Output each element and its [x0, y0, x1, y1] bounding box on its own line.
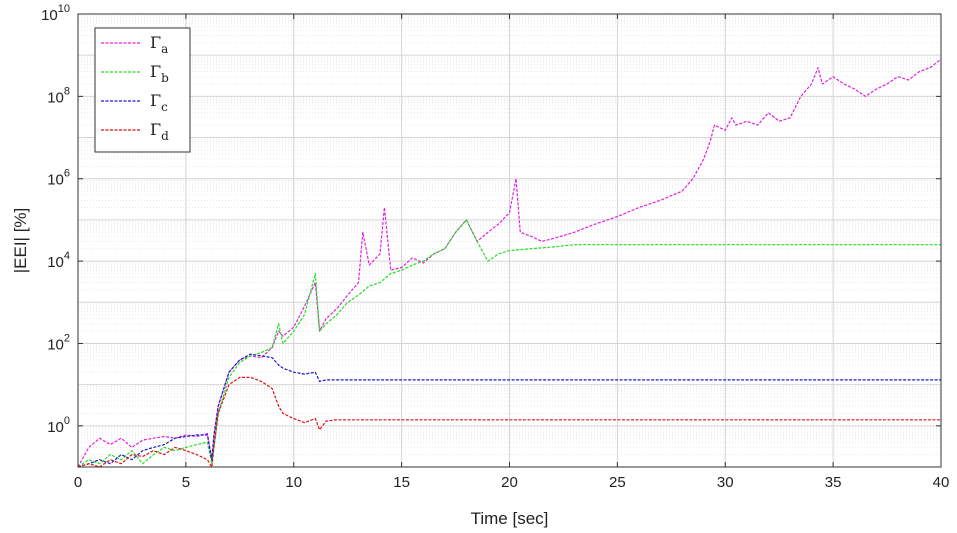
y-tick-label: 102 [47, 332, 70, 353]
x-tick-label: 35 [825, 474, 842, 491]
x-tick-label: 25 [609, 474, 626, 491]
x-tick-label: 30 [717, 474, 734, 491]
x-tick-label: 5 [182, 474, 190, 491]
legend-box [94, 27, 191, 153]
x-tick-label: 0 [74, 474, 82, 491]
y-tick-label: 104 [47, 250, 70, 271]
y-tick-label: 1010 [41, 3, 70, 24]
legend-label-d: Γd [150, 120, 169, 143]
ticks-layer: 0 5 10 15 20 25 30 35 40 100 102 104 106 108 1010 [41, 3, 949, 491]
x-tick-label: 10 [285, 474, 302, 491]
y-tick-label: 108 [47, 85, 70, 106]
y-axis-label: |EEI| [%] [11, 208, 30, 274]
legend-label-b: Γb [150, 62, 169, 85]
x-axis-label: Time [sec] [471, 509, 549, 528]
legend-label-a: Γa [150, 33, 168, 56]
grid [78, 14, 941, 467]
series-line-c [77, 353, 941, 468]
series-line-d [77, 376, 941, 468]
legend-label-c: Γc [150, 91, 168, 114]
legend: Γa Γb Γc Γd [94, 27, 191, 153]
y-tick-label: 100 [47, 415, 70, 436]
y-tick-label: 106 [47, 168, 70, 189]
series-line-b [77, 219, 941, 468]
x-tick-label: 40 [933, 474, 950, 491]
x-tick-label: 20 [501, 474, 518, 491]
series-line-a [77, 58, 942, 468]
plot-frame [77, 13, 942, 468]
series-layer [77, 58, 942, 468]
x-tick-label: 15 [393, 474, 410, 491]
